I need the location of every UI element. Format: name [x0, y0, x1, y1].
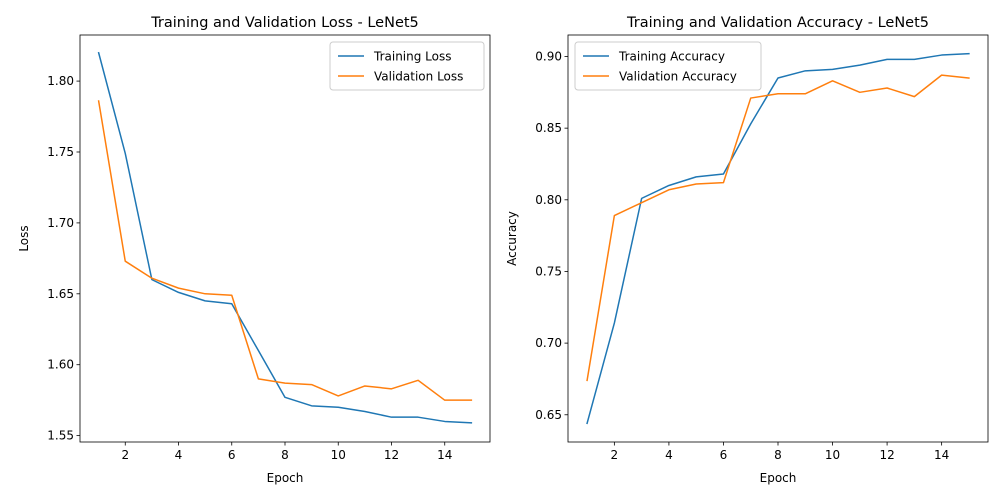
accuracy-x-tick-label: 6 [720, 448, 728, 462]
accuracy-x-tick-label: 8 [774, 448, 782, 462]
accuracy-x-tick-label: 10 [825, 448, 840, 462]
loss-y-tick-label: 1.70 [47, 216, 74, 230]
loss-series-training-loss-line [97, 51, 473, 424]
loss-x-axis-label: Epoch [267, 471, 304, 485]
loss-y-tick-label: 1.75 [47, 145, 74, 159]
loss-legend-box [329, 41, 485, 91]
accuracy-x-tick-label: 14 [934, 448, 949, 462]
loss-y-tick-label: 1.80 [47, 74, 74, 88]
loss-legend-label: Validation Loss [374, 70, 463, 84]
loss-y-tick-label: 1.65 [47, 287, 74, 301]
loss-legend: Training Loss Validation Loss [329, 41, 485, 91]
loss-chart-title: Training and Validation Loss - LeNet5 [150, 15, 419, 31]
accuracy-series-training-accuracy-line [586, 52, 970, 425]
loss-y-tick-label: 1.55 [47, 429, 74, 443]
accuracy-x-axis-label: Epoch [760, 471, 797, 485]
loss-x-tick-label: 8 [281, 448, 289, 462]
accuracy-y-tick-label: 0.70 [535, 336, 562, 350]
accuracy-legend-label: Training Accuracy [618, 50, 725, 64]
loss-x-tick-label: 12 [384, 448, 399, 462]
loss-x-tick-label: 6 [228, 448, 236, 462]
loss-x-tick-label: 4 [175, 448, 183, 462]
accuracy-y-axis-label: Accuracy [505, 211, 519, 266]
accuracy-x-tick-label: 4 [665, 448, 673, 462]
accuracy-chart: Training and Validation Accuracy - LeNet… [505, 15, 989, 485]
accuracy-legend: Training Accuracy Validation Accuracy [574, 41, 762, 91]
loss-y-axis-label: Loss [17, 225, 31, 251]
accuracy-chart-title: Training and Validation Accuracy - LeNet… [626, 15, 929, 31]
accuracy-x-tick-label: 2 [611, 448, 619, 462]
loss-legend-label: Training Loss [373, 50, 451, 64]
accuracy-y-tick-label: 0.65 [535, 408, 562, 422]
accuracy-x-tick-label: 12 [879, 448, 894, 462]
accuracy-legend-label: Validation Accuracy [619, 70, 737, 84]
loss-x-tick-label: 14 [437, 448, 452, 462]
accuracy-y-tick-label: 0.80 [535, 193, 562, 207]
accuracy-y-tick-label: 0.90 [535, 49, 562, 63]
loss-x-tick-label: 10 [331, 448, 346, 462]
accuracy-series-validation-accuracy-line [586, 74, 970, 382]
loss-x-tick-label: 2 [121, 448, 129, 462]
loss-series-validation-loss-line [97, 100, 473, 401]
loss-chart: Training and Validation Loss - LeNet5 2 4 6… [17, 15, 491, 485]
accuracy-legend-box [574, 41, 762, 91]
loss-y-tick-label: 1.60 [47, 358, 74, 372]
accuracy-y-tick-label: 0.85 [535, 121, 562, 135]
accuracy-y-tick-label: 0.75 [535, 264, 562, 278]
